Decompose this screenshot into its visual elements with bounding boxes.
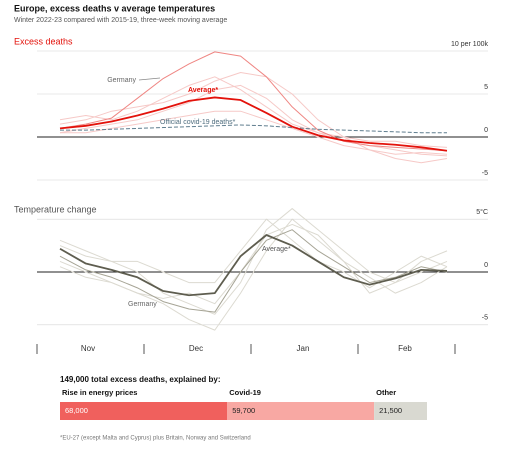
annotation: Average* <box>262 246 291 253</box>
y-tick-label: -5 <box>482 315 488 322</box>
value-label: 59,700 <box>232 406 255 415</box>
y-tick-label: 0 <box>484 262 488 269</box>
bar-segment <box>227 402 375 420</box>
month-label: Feb <box>398 344 412 353</box>
footnote: *EU-27 (except Malta and Cyprus) plus Br… <box>60 436 251 442</box>
annotation: Germany <box>128 301 157 308</box>
value-label: 21,500 <box>379 406 402 415</box>
month-label: Nov <box>81 344 95 353</box>
series-line <box>59 234 448 297</box>
bar-segment <box>60 402 228 420</box>
title: Europe, excess deaths v average temperat… <box>14 3 215 13</box>
annotation: Official covid-19 deaths* <box>160 119 236 126</box>
legend-label: Rise in energy prices <box>62 388 137 397</box>
y-tick-label: 10 per 100k <box>451 41 488 48</box>
subtitle: Winter 2022-23 compared with 2015-19, th… <box>14 17 227 24</box>
series-line <box>59 72 448 155</box>
annotation: Average* <box>188 87 218 94</box>
leader-line <box>138 77 161 81</box>
series-line <box>59 84 448 157</box>
bar-title: 149,000 total excess deaths, explained b… <box>60 375 221 384</box>
y-tick-label: 5 <box>484 84 488 91</box>
series-line <box>59 51 448 152</box>
value-label: 68,000 <box>65 406 88 415</box>
legend-label: Covid-19 <box>229 388 261 397</box>
axis-ticks <box>36 344 456 354</box>
series-line <box>60 110 448 164</box>
stacked-bar: Rise in energy prices 68,000 Covid-19 59,70… <box>60 388 427 420</box>
series-line <box>59 218 448 331</box>
month-label: Dec <box>189 344 203 353</box>
series-line <box>59 76 448 148</box>
legend-label: Other <box>376 388 396 397</box>
series-line <box>59 96 448 152</box>
bar-segment <box>374 402 427 420</box>
series-line <box>60 124 447 134</box>
plots: 10 per 100k 5 0 -5 5°C 0 -5 <box>37 41 488 331</box>
series-line <box>59 229 448 313</box>
series-line <box>59 223 448 305</box>
panel-title: Excess deaths <box>14 36 73 46</box>
annotation: Germany <box>107 77 136 84</box>
y-tick-label: 5°C <box>476 208 488 216</box>
y-tick-label: -5 <box>482 170 488 177</box>
panel-title: Temperature change <box>14 204 97 214</box>
y-tick-label: 0 <box>484 127 488 134</box>
month-label: Jan <box>297 344 310 353</box>
